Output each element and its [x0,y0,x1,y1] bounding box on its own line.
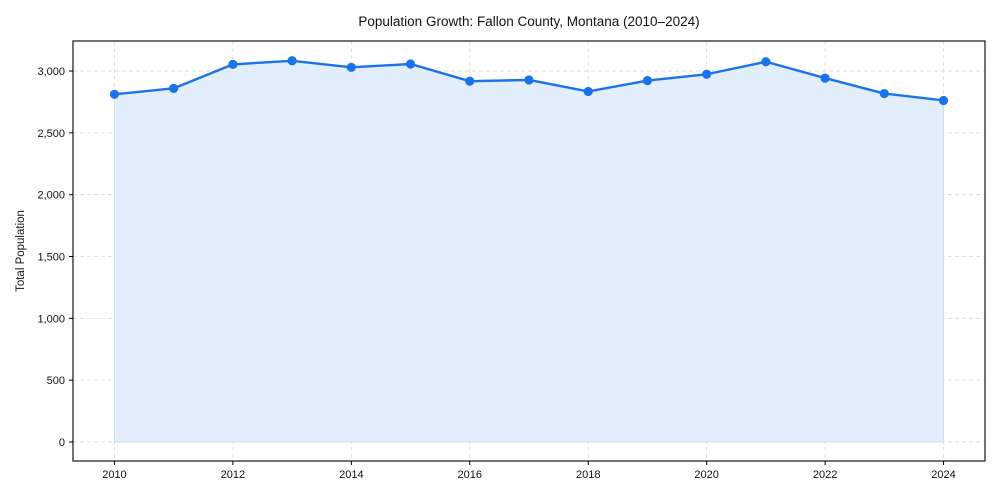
data-point [287,56,297,66]
x-tick-label: 2024 [931,469,955,481]
y-axis: 0 500 1,000 1,500 2,000 2,500 3,000 [37,66,73,449]
x-tick-label: 2018 [576,469,600,481]
data-point [938,95,949,106]
data-point [702,69,712,79]
y-tick-label: 1,500 [37,252,65,264]
x-tick-label: 2012 [221,469,245,481]
x-tick-label: 2020 [694,469,718,481]
y-tick-label: 2,500 [37,128,65,140]
data-point [879,88,889,99]
x-tick-label: 2014 [339,469,363,481]
x-axis: 2010 2012 2014 2016 2018 2020 2022 2024 [102,461,956,481]
plot-frame [72,40,986,462]
data-point [405,59,416,69]
y-tick-label: 0 [59,437,65,449]
chart-title: Population Growth: Fallon County, Montan… [358,14,699,29]
x-tick-label: 2010 [102,469,126,481]
data-point [642,75,653,86]
y-tick-label: 2,000 [37,190,65,202]
data-point [169,83,179,93]
y-tick-label: 3,000 [37,66,65,78]
data-point [761,57,771,67]
data-point [465,76,475,86]
y-axis-label: Total Population [15,210,27,292]
data-point [109,89,120,99]
data-point [228,59,238,69]
data-point [524,75,534,85]
x-tick-label: 2016 [458,469,482,481]
data-point [346,62,356,72]
y-tick-label: 1,000 [37,313,65,325]
data-markers [109,56,949,106]
y-tick-label: 500 [47,375,65,387]
data-point [583,86,593,97]
area-fill [114,60,944,443]
data-point [820,73,830,83]
x-tick-label: 2022 [813,469,837,481]
